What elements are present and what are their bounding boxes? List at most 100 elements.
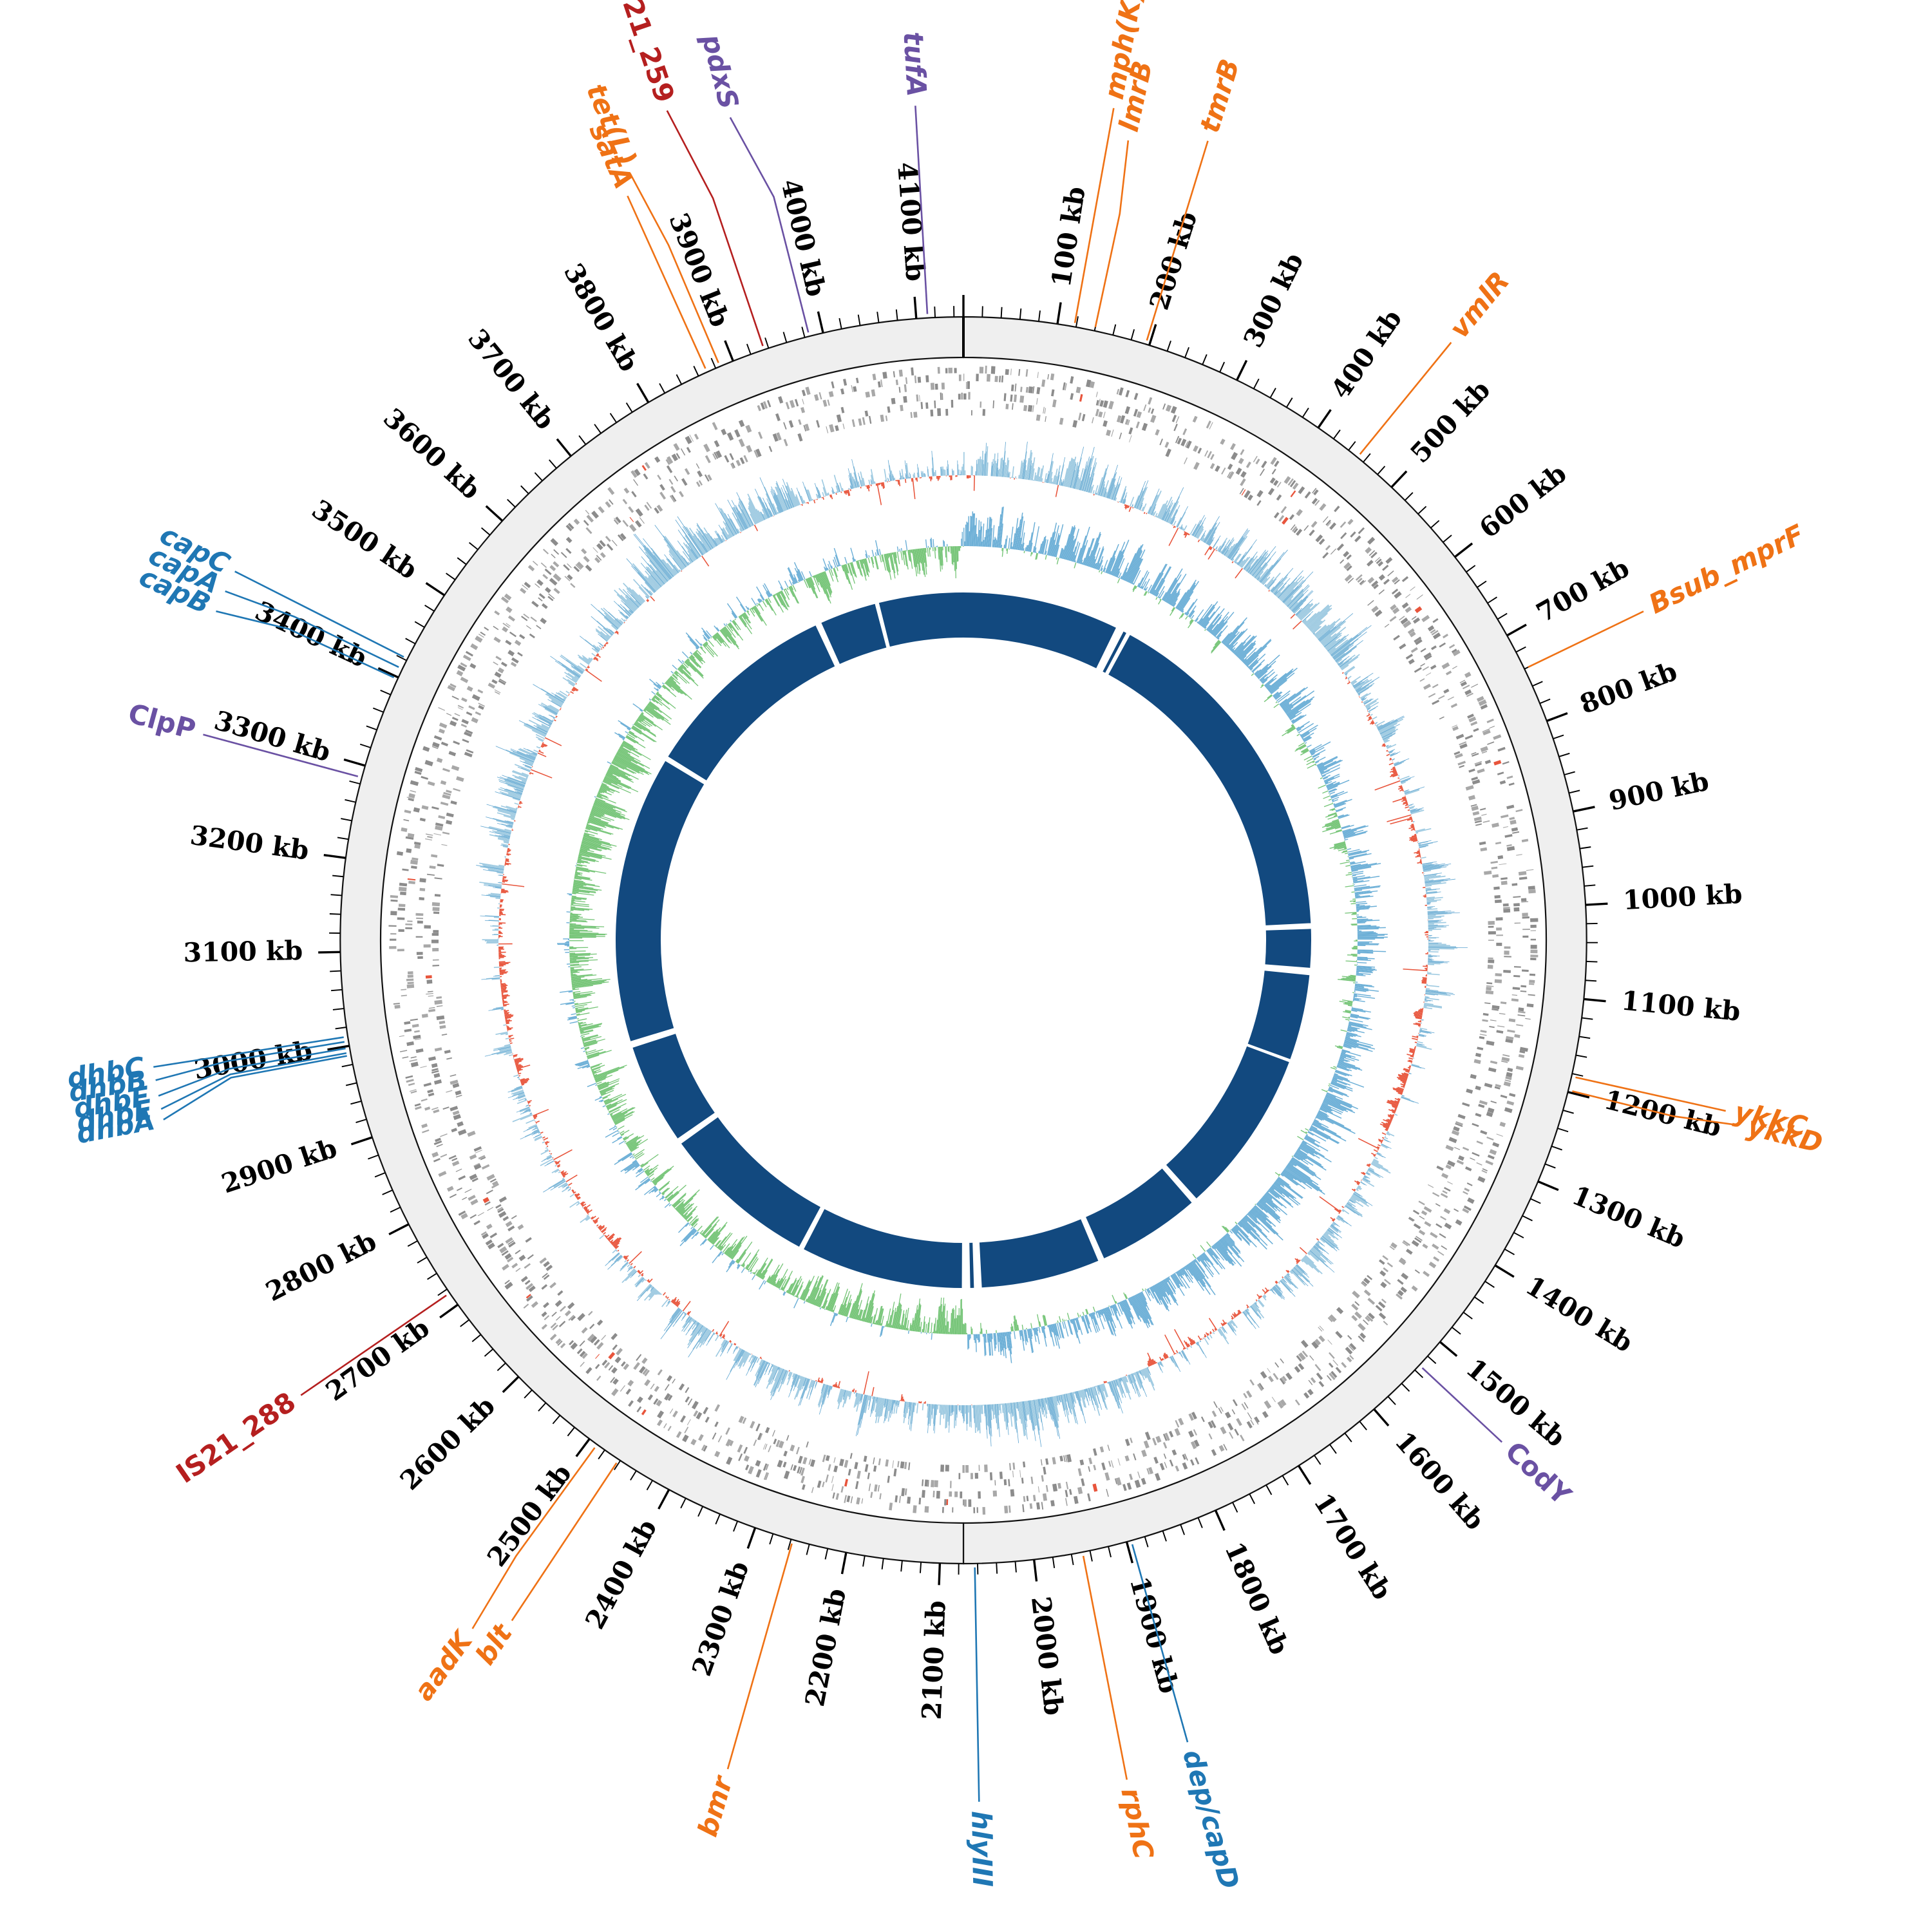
gc-content-bar — [1056, 471, 1060, 485]
gene-feature — [606, 544, 614, 551]
gc-content-bar — [1425, 996, 1430, 998]
gc-content-bar — [1296, 603, 1311, 617]
gene-feature — [863, 1455, 867, 1462]
gc-content-bar — [1021, 459, 1025, 479]
gene-feature — [862, 417, 866, 425]
gene-feature — [407, 920, 413, 922]
gc-content-bar — [503, 874, 504, 875]
gene-feature — [409, 1059, 417, 1062]
gc-content-bar — [1225, 1321, 1227, 1324]
gene-feature — [963, 374, 965, 381]
gene-feature — [726, 1456, 733, 1465]
gene-feature — [1475, 1052, 1482, 1057]
gc-content-bar — [1425, 934, 1428, 936]
gc-content-bar — [1219, 550, 1222, 553]
gc-content-bar — [1427, 908, 1438, 910]
gene-feature — [805, 386, 811, 395]
gc-content-bar — [1417, 1025, 1421, 1027]
gene-feature — [448, 1155, 457, 1160]
gc-content-bar — [1283, 1276, 1291, 1285]
gc-content-bar — [1041, 1398, 1045, 1417]
gene-feature — [1530, 938, 1536, 941]
gc-content-bar — [1410, 824, 1414, 827]
gene-feature — [1088, 1457, 1093, 1464]
gc-content-bar — [1345, 677, 1348, 679]
gene-feature — [1445, 1164, 1452, 1170]
gene-feature — [397, 949, 404, 952]
gene-feature — [1363, 1277, 1370, 1285]
gene-feature — [493, 625, 499, 630]
gc-content-bar — [1057, 1395, 1061, 1405]
gene-feature — [750, 1421, 755, 1429]
gc-content-bar — [1426, 896, 1443, 900]
gc-content-bar — [1394, 758, 1410, 765]
gc-content-bar — [1397, 1074, 1408, 1078]
gene-feature — [1501, 814, 1509, 819]
gc-content-bar — [1411, 819, 1413, 821]
gene-feature — [1314, 1338, 1321, 1346]
gene-feature — [659, 484, 665, 491]
gc-content-bar — [1407, 809, 1410, 811]
gc-content-bar — [535, 1121, 536, 1122]
gc-content-bar — [484, 940, 499, 942]
gc-content-bar — [1262, 1296, 1267, 1301]
gc-content-bar — [1001, 460, 1004, 477]
gc-content-bar — [1208, 1318, 1218, 1331]
gene-feature — [698, 480, 703, 486]
gc-content-bar — [884, 1399, 889, 1421]
gene-feature — [1289, 514, 1295, 520]
gene-feature — [469, 1173, 478, 1180]
gene-feature — [1487, 1107, 1495, 1113]
gc-content-bar — [1428, 955, 1440, 956]
gene-feature — [1068, 1489, 1072, 1495]
gene-feature — [614, 1356, 621, 1363]
gc-content-bar — [1069, 462, 1077, 488]
gc-content-bar — [1027, 452, 1033, 480]
gene-feature — [564, 1310, 571, 1317]
gene-feature — [493, 636, 501, 643]
gene-feature — [1025, 369, 1028, 377]
gene-feature — [524, 582, 531, 589]
gene-feature — [725, 1439, 732, 1447]
gene-feature — [549, 565, 556, 571]
gc-content-bar — [1427, 971, 1428, 972]
gene-feature — [1159, 1463, 1165, 1471]
gene-feature — [721, 428, 727, 435]
gc-content-bar — [909, 1402, 911, 1409]
gc-content-bar — [1023, 460, 1027, 480]
gene-feature — [822, 1481, 825, 1488]
gc-content-bar — [1197, 539, 1200, 543]
gc-content-bar — [1426, 891, 1441, 894]
gene-feature — [1065, 1498, 1068, 1506]
gene-feature — [456, 1187, 462, 1191]
gc-content-bar — [498, 954, 502, 955]
gene-feature — [1486, 982, 1493, 985]
gc-content-bar — [906, 1401, 909, 1414]
gc-content-bar — [936, 476, 938, 479]
gc-content-bar — [1273, 1286, 1282, 1296]
gene-feature — [1367, 560, 1374, 567]
gc-content-bar — [499, 913, 503, 914]
gene-feature — [1050, 1500, 1055, 1507]
gene-feature — [596, 543, 603, 551]
gc-content-bar — [859, 1394, 862, 1405]
gene-feature — [864, 410, 869, 417]
gc-content-bar — [1278, 582, 1295, 600]
gc-content-bar — [1414, 1014, 1423, 1017]
gc-content-bar — [1423, 978, 1427, 980]
gc-content-bar — [1077, 1390, 1082, 1401]
gene-feature — [1405, 594, 1411, 598]
gc-content-bar — [1139, 502, 1143, 511]
gc-content-bar — [544, 737, 562, 746]
gc-content-bar — [833, 475, 840, 493]
gc-content-bar — [1307, 1253, 1311, 1256]
gc-content-bar — [1223, 539, 1235, 556]
gc-content-bar — [1104, 1381, 1106, 1383]
gc-content-bar — [1148, 1367, 1149, 1368]
gc-content-bar — [1390, 1099, 1399, 1104]
gc-content-bar — [1296, 1265, 1309, 1278]
gene-feature — [480, 1157, 486, 1160]
gc-content-bar — [1387, 1101, 1399, 1106]
gene-feature — [1530, 958, 1537, 961]
gc-content-bar — [781, 1370, 787, 1384]
